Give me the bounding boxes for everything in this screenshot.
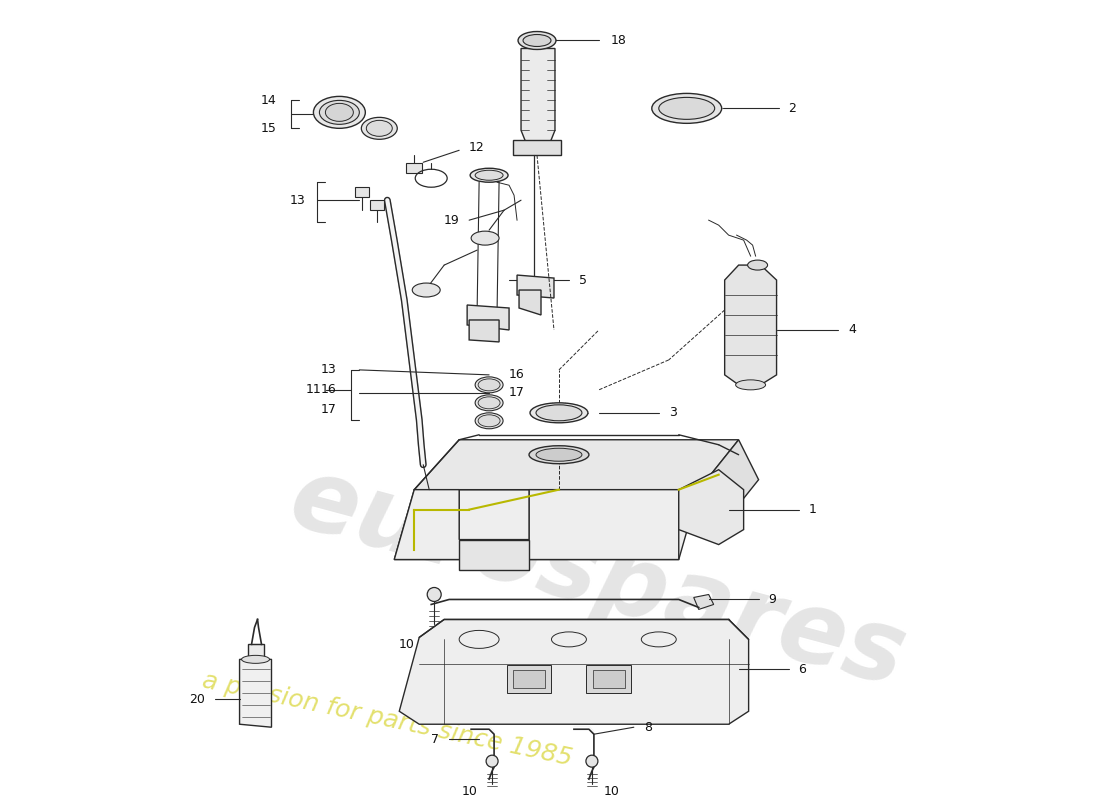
Text: 19: 19 bbox=[443, 214, 459, 226]
FancyBboxPatch shape bbox=[371, 200, 384, 210]
Text: 2: 2 bbox=[789, 102, 796, 115]
Polygon shape bbox=[459, 539, 529, 570]
FancyBboxPatch shape bbox=[586, 666, 631, 694]
Ellipse shape bbox=[529, 446, 589, 464]
Ellipse shape bbox=[478, 379, 500, 391]
Text: 8: 8 bbox=[644, 721, 652, 734]
Ellipse shape bbox=[530, 403, 587, 422]
Polygon shape bbox=[694, 594, 714, 610]
Text: 13: 13 bbox=[320, 363, 337, 376]
Ellipse shape bbox=[478, 397, 500, 409]
Polygon shape bbox=[517, 275, 554, 298]
Polygon shape bbox=[521, 49, 556, 146]
Ellipse shape bbox=[475, 377, 503, 393]
Polygon shape bbox=[698, 440, 759, 530]
Ellipse shape bbox=[475, 413, 503, 429]
Ellipse shape bbox=[314, 96, 365, 128]
Circle shape bbox=[486, 755, 498, 767]
Polygon shape bbox=[725, 265, 777, 385]
Text: 7: 7 bbox=[431, 733, 439, 746]
Text: 11: 11 bbox=[306, 383, 321, 396]
Polygon shape bbox=[394, 490, 679, 559]
Text: 5: 5 bbox=[579, 274, 587, 286]
Polygon shape bbox=[679, 470, 744, 545]
Polygon shape bbox=[468, 305, 509, 330]
Polygon shape bbox=[519, 290, 541, 315]
FancyBboxPatch shape bbox=[513, 670, 544, 688]
Text: 14: 14 bbox=[261, 94, 276, 107]
Text: 1: 1 bbox=[808, 503, 816, 516]
Polygon shape bbox=[469, 320, 499, 342]
Circle shape bbox=[427, 587, 441, 602]
Ellipse shape bbox=[412, 283, 440, 297]
Text: 12: 12 bbox=[469, 141, 485, 154]
Ellipse shape bbox=[736, 380, 766, 390]
Ellipse shape bbox=[652, 94, 722, 123]
Ellipse shape bbox=[475, 395, 503, 411]
FancyBboxPatch shape bbox=[593, 670, 625, 688]
Ellipse shape bbox=[536, 405, 582, 421]
Ellipse shape bbox=[518, 31, 556, 50]
Ellipse shape bbox=[478, 415, 500, 426]
Text: 10: 10 bbox=[604, 785, 619, 798]
Ellipse shape bbox=[366, 120, 393, 136]
Text: 4: 4 bbox=[848, 323, 856, 337]
FancyBboxPatch shape bbox=[355, 187, 370, 198]
Ellipse shape bbox=[536, 448, 582, 462]
Text: 15: 15 bbox=[261, 122, 276, 135]
Text: 17: 17 bbox=[320, 403, 337, 416]
Ellipse shape bbox=[748, 260, 768, 270]
FancyBboxPatch shape bbox=[507, 666, 551, 694]
Text: 18: 18 bbox=[610, 34, 627, 47]
Text: 10: 10 bbox=[398, 638, 415, 651]
Text: 13: 13 bbox=[289, 194, 306, 206]
Polygon shape bbox=[240, 659, 272, 727]
Text: eurospares: eurospares bbox=[279, 450, 915, 708]
Text: 3: 3 bbox=[669, 406, 676, 419]
Text: 9: 9 bbox=[769, 593, 777, 606]
Ellipse shape bbox=[242, 655, 270, 663]
Text: 10: 10 bbox=[461, 785, 477, 798]
Ellipse shape bbox=[319, 100, 360, 124]
Ellipse shape bbox=[470, 168, 508, 182]
Polygon shape bbox=[415, 440, 738, 490]
Text: a passion for parts since 1985: a passion for parts since 1985 bbox=[199, 668, 574, 770]
Circle shape bbox=[586, 755, 598, 767]
Text: 20: 20 bbox=[189, 693, 205, 706]
Text: 16: 16 bbox=[320, 383, 337, 396]
Ellipse shape bbox=[471, 231, 499, 245]
Text: 16: 16 bbox=[509, 368, 525, 382]
Ellipse shape bbox=[326, 103, 353, 122]
FancyBboxPatch shape bbox=[406, 163, 422, 174]
Ellipse shape bbox=[361, 118, 397, 139]
Ellipse shape bbox=[659, 98, 715, 119]
Polygon shape bbox=[248, 644, 264, 662]
Polygon shape bbox=[394, 490, 698, 559]
Ellipse shape bbox=[475, 170, 503, 180]
Polygon shape bbox=[513, 140, 561, 155]
Text: 6: 6 bbox=[799, 663, 806, 676]
Polygon shape bbox=[399, 619, 749, 724]
Ellipse shape bbox=[522, 34, 551, 46]
Text: 17: 17 bbox=[509, 386, 525, 399]
